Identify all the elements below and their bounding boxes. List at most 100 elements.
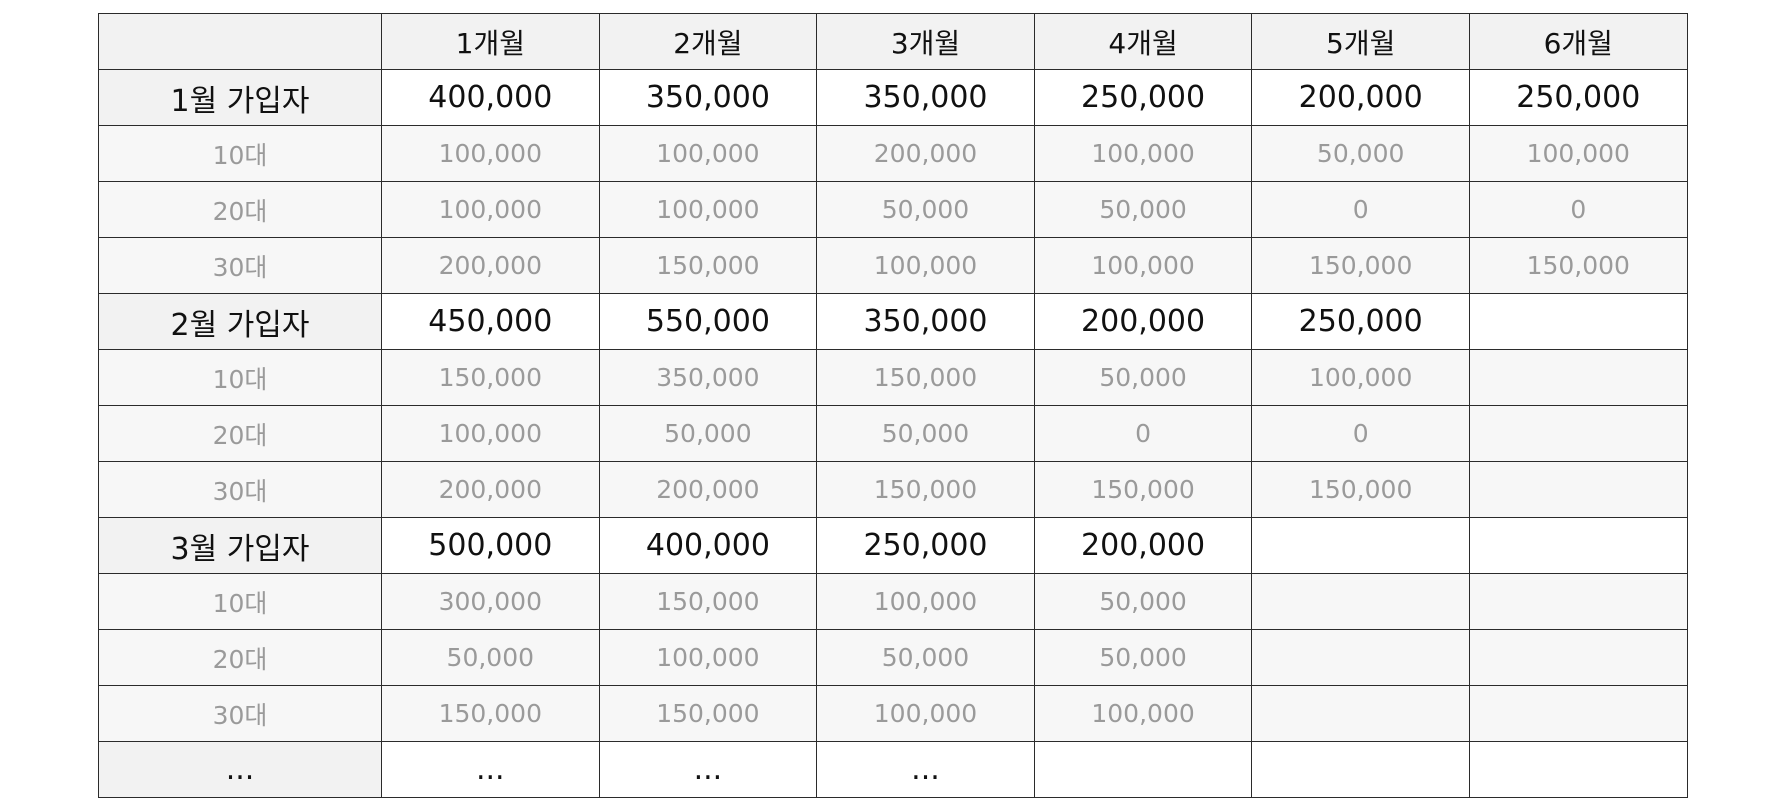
age-segment-row: 20대 50,000 100,000 50,000 50,000 xyxy=(98,629,1688,686)
row-label-cell: 10대 xyxy=(98,573,382,630)
value-cell-month-1: ... xyxy=(381,741,600,798)
header-corner-cell xyxy=(98,13,382,70)
value-cell-month-5 xyxy=(1251,573,1470,630)
value-cell-month-4: 0 xyxy=(1033,405,1253,462)
value-cell-month-4: 200,000 xyxy=(1033,517,1253,574)
value-cell-month-2: 400,000 xyxy=(598,517,818,574)
value-cell-month-5: 150,000 xyxy=(1251,237,1470,294)
value-cell-month-4: 50,000 xyxy=(1033,573,1253,630)
value-cell-month-3: 350,000 xyxy=(816,293,1035,350)
value-cell-month-3: 100,000 xyxy=(816,573,1035,630)
header-month-6: 6개월 xyxy=(1468,13,1688,70)
value-cell-month-2: 350,000 xyxy=(598,69,818,126)
value-cell-month-2: 150,000 xyxy=(598,685,818,742)
value-cell-month-3: 150,000 xyxy=(816,461,1035,518)
row-label-cell: 20대 xyxy=(98,405,382,462)
value-cell-month-6 xyxy=(1468,293,1688,350)
age-segment-row: 10대 300,000 150,000 100,000 50,000 xyxy=(98,573,1688,630)
value-cell-month-2: 350,000 xyxy=(598,349,818,406)
value-cell-month-2: 550,000 xyxy=(598,293,818,350)
value-cell-month-2: 150,000 xyxy=(598,573,818,630)
row-label-cell: 20대 xyxy=(98,181,382,238)
row-label-cell: 1월 가입자 xyxy=(98,69,382,126)
value-cell-month-4 xyxy=(1033,741,1253,798)
header-month-1: 1개월 xyxy=(381,13,600,70)
age-segment-row: 20대 100,000 100,000 50,000 50,000 0 0 xyxy=(98,181,1688,238)
value-cell-month-5: 100,000 xyxy=(1251,349,1470,406)
value-cell-month-5 xyxy=(1251,517,1470,574)
row-label-cell: 10대 xyxy=(98,125,382,182)
value-cell-month-4: 50,000 xyxy=(1033,349,1253,406)
value-cell-month-4: 100,000 xyxy=(1033,685,1253,742)
value-cell-month-3: 50,000 xyxy=(816,629,1035,686)
age-segment-row: 10대 100,000 100,000 200,000 100,000 50,000 100… xyxy=(98,125,1688,182)
value-cell-month-5: 0 xyxy=(1251,181,1470,238)
value-cell-month-1: 400,000 xyxy=(381,69,600,126)
value-cell-month-1: 100,000 xyxy=(381,125,600,182)
row-label-cell: 30대 xyxy=(98,685,382,742)
header-row: 1개월 2개월 3개월 4개월 5개월 6개월 xyxy=(98,13,1688,70)
value-cell-month-4: 250,000 xyxy=(1033,69,1253,126)
value-cell-month-5: 0 xyxy=(1251,405,1470,462)
row-label-cell: 2월 가입자 xyxy=(98,293,382,350)
value-cell-month-2: 50,000 xyxy=(598,405,818,462)
value-cell-month-1: 100,000 xyxy=(381,181,600,238)
value-cell-month-5: 250,000 xyxy=(1251,293,1470,350)
value-cell-month-1: 150,000 xyxy=(381,349,600,406)
value-cell-month-2: 150,000 xyxy=(598,237,818,294)
cohort-group-row: 1월 가입자 400,000 350,000 350,000 250,000 200,00… xyxy=(98,69,1688,126)
value-cell-month-6 xyxy=(1468,405,1688,462)
header-month-2: 2개월 xyxy=(598,13,818,70)
age-segment-row: 30대 150,000 150,000 100,000 100,000 xyxy=(98,685,1688,742)
cohort-group-row: 3월 가입자 500,000 400,000 250,000 200,000 xyxy=(98,517,1688,574)
age-segment-row: 10대 150,000 350,000 150,000 50,000 100,000 xyxy=(98,349,1688,406)
value-cell-month-5 xyxy=(1251,741,1470,798)
value-cell-month-3: 350,000 xyxy=(816,69,1035,126)
value-cell-month-3: 100,000 xyxy=(816,237,1035,294)
value-cell-month-1: 200,000 xyxy=(381,237,600,294)
row-label-cell: 10대 xyxy=(98,349,382,406)
value-cell-month-4: 50,000 xyxy=(1033,629,1253,686)
value-cell-month-6 xyxy=(1468,517,1688,574)
value-cell-month-3: 200,000 xyxy=(816,125,1035,182)
value-cell-month-1: 500,000 xyxy=(381,517,600,574)
row-label-cell: 20대 xyxy=(98,629,382,686)
value-cell-month-6 xyxy=(1468,685,1688,742)
value-cell-month-6: 0 xyxy=(1468,181,1688,238)
value-cell-month-5: 200,000 xyxy=(1251,69,1470,126)
value-cell-month-2: 100,000 xyxy=(598,181,818,238)
value-cell-month-1: 50,000 xyxy=(381,629,600,686)
value-cell-month-6: 150,000 xyxy=(1468,237,1688,294)
cohort-retention-table: 1개월 2개월 3개월 4개월 5개월 6개월 1월 가입자 400,000 350… xyxy=(98,13,1688,798)
header-month-5: 5개월 xyxy=(1251,13,1470,70)
value-cell-month-2: ... xyxy=(598,741,818,798)
value-cell-month-3: 150,000 xyxy=(816,349,1035,406)
ellipsis-row: ............ xyxy=(98,741,1688,798)
value-cell-month-3: ... xyxy=(816,741,1035,798)
age-segment-row: 20대 100,000 50,000 50,000 0 0 xyxy=(98,405,1688,462)
value-cell-month-4: 100,000 xyxy=(1033,237,1253,294)
value-cell-month-6 xyxy=(1468,629,1688,686)
value-cell-month-4: 200,000 xyxy=(1033,293,1253,350)
value-cell-month-3: 50,000 xyxy=(816,181,1035,238)
value-cell-month-5: 50,000 xyxy=(1251,125,1470,182)
row-label-cell: ... xyxy=(98,741,382,798)
cohort-group-row: 2월 가입자 450,000 550,000 350,000 200,000 250,00… xyxy=(98,293,1688,350)
header-month-3: 3개월 xyxy=(816,13,1035,70)
value-cell-month-6: 100,000 xyxy=(1468,125,1688,182)
value-cell-month-6: 250,000 xyxy=(1468,69,1688,126)
value-cell-month-3: 50,000 xyxy=(816,405,1035,462)
row-label-cell: 3월 가입자 xyxy=(98,517,382,574)
row-label-cell: 30대 xyxy=(98,461,382,518)
value-cell-month-4: 50,000 xyxy=(1033,181,1253,238)
value-cell-month-3: 100,000 xyxy=(816,685,1035,742)
value-cell-month-4: 100,000 xyxy=(1033,125,1253,182)
value-cell-month-6 xyxy=(1468,573,1688,630)
age-segment-row: 30대 200,000 200,000 150,000 150,000 150,000 xyxy=(98,461,1688,518)
value-cell-month-5: 150,000 xyxy=(1251,461,1470,518)
row-label-cell: 30대 xyxy=(98,237,382,294)
value-cell-month-5 xyxy=(1251,629,1470,686)
value-cell-month-5 xyxy=(1251,685,1470,742)
header-month-4: 4개월 xyxy=(1033,13,1253,70)
value-cell-month-6 xyxy=(1468,349,1688,406)
